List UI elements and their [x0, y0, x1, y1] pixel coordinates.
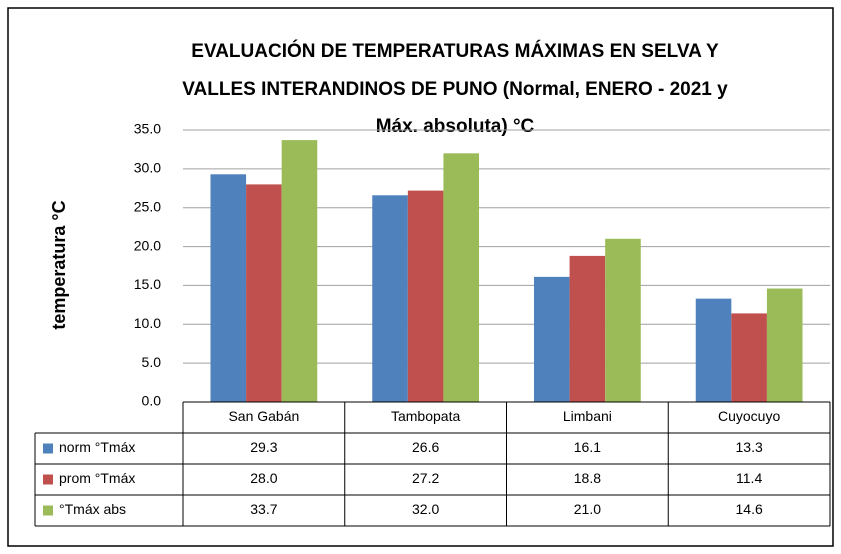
table-cell: 11.4: [736, 470, 762, 486]
table-cell: 26.6: [412, 439, 439, 455]
y-axis-label: temperatura °C: [49, 200, 69, 329]
bar: [210, 174, 247, 402]
y-tick-label: 25.0: [134, 198, 161, 214]
bar: [695, 298, 732, 402]
y-tick-label: 15.0: [134, 276, 161, 292]
y-tick-label: 20.0: [134, 237, 161, 253]
x-tick-label: San Gabán: [228, 408, 299, 424]
table-cell: 28.0: [250, 470, 277, 486]
table-cell: 32.0: [412, 501, 439, 517]
y-tick-label: 30.0: [134, 160, 161, 176]
bar: [533, 276, 570, 402]
legend-swatch: [43, 505, 53, 516]
x-tick-label: Tambopata: [391, 408, 460, 424]
table-cell: 29.3: [250, 439, 277, 455]
bar: [281, 140, 318, 403]
bar: [766, 288, 803, 402]
x-tick-label: Cuyocuyo: [718, 408, 780, 424]
bar: [246, 184, 282, 402]
bar: [605, 238, 641, 402]
chart-title: EVALUACIÓN DE TEMPERATURAS MÁXIMAS EN SE…: [191, 40, 719, 62]
legend-swatch: [43, 474, 53, 485]
bar: [372, 195, 408, 402]
table-cell: 27.2: [412, 470, 439, 486]
chart-title: Máx. absoluta) °C: [376, 116, 535, 137]
bar: [407, 190, 444, 402]
x-tick-label: Limbani: [563, 408, 612, 424]
legend-swatch: [43, 443, 53, 454]
bar: [569, 255, 606, 402]
chart-title: VALLES INTERANDINOS DE PUNO (Normal, ENE…: [182, 79, 728, 100]
y-tick-label: 35.0: [134, 121, 161, 137]
bar: [443, 153, 480, 402]
y-tick-label: 5.0: [142, 354, 162, 370]
table-cell: 33.7: [250, 501, 277, 517]
legend-label: °Tmáx abs: [59, 501, 126, 517]
y-tick-label: 10.0: [134, 315, 161, 331]
table-cell: 14.6: [736, 501, 763, 517]
legend-label: prom °Tmáx: [59, 470, 135, 486]
legend-label: norm °Tmáx: [59, 439, 135, 455]
table-cell: 16.1: [574, 439, 601, 455]
table-cell: 18.8: [574, 470, 601, 486]
bar: [731, 313, 767, 402]
y-tick-label: 0.0: [142, 393, 162, 409]
table-cell: 21.0: [574, 501, 601, 517]
table-cell: 13.3: [736, 439, 763, 455]
